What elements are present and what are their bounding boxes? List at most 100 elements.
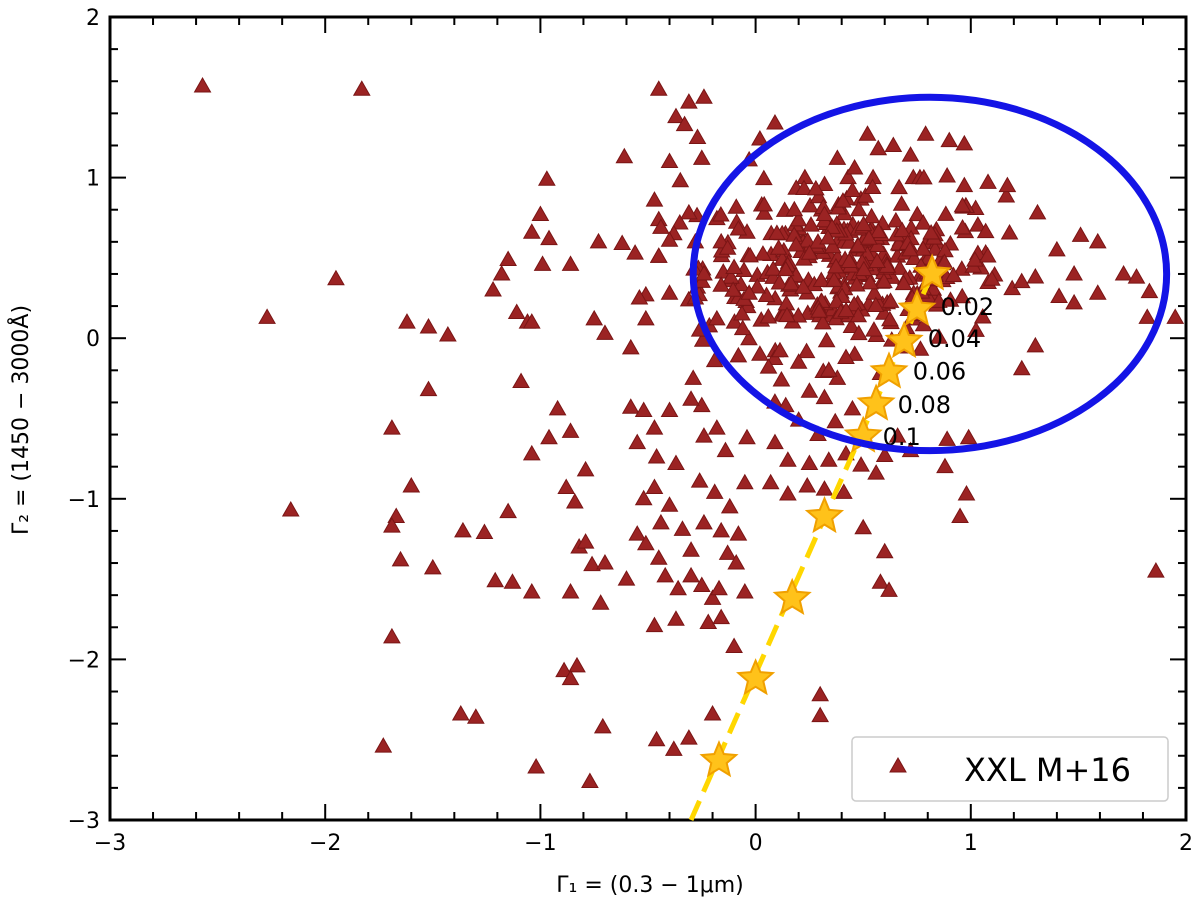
track-star <box>897 288 937 327</box>
data-point <box>673 520 692 536</box>
data-point <box>1127 268 1146 284</box>
data-point <box>733 304 751 321</box>
data-point <box>675 115 694 132</box>
data-point <box>531 205 550 222</box>
data-point <box>828 369 847 385</box>
data-point <box>1026 336 1045 353</box>
data-point <box>1012 359 1031 376</box>
track-value-label: 0.04 <box>928 325 981 353</box>
data-point <box>1012 272 1031 289</box>
data-point <box>735 473 754 490</box>
data-point <box>849 324 868 341</box>
data-point <box>733 319 752 336</box>
data-point <box>812 271 831 287</box>
data-point <box>819 361 838 377</box>
plot-frame <box>108 15 1188 822</box>
legend-label: XXL M+16 <box>964 751 1131 789</box>
data-point <box>724 281 742 297</box>
data-point <box>626 244 644 260</box>
data-point <box>725 313 744 329</box>
data-point <box>890 259 909 275</box>
data-point <box>486 571 505 588</box>
data-point <box>875 542 894 559</box>
data-point <box>617 570 636 586</box>
data-point <box>858 125 877 141</box>
data-point <box>868 252 887 269</box>
data-point <box>825 271 843 287</box>
data-point <box>951 507 969 523</box>
data-point <box>779 484 797 501</box>
data-point <box>522 444 541 461</box>
data-point <box>938 430 956 446</box>
data-point <box>979 173 997 189</box>
data-point <box>507 303 526 320</box>
data-point <box>690 472 709 488</box>
data-point <box>649 80 668 96</box>
data-point <box>815 175 834 192</box>
data-point <box>1065 293 1083 310</box>
data-point <box>682 541 700 557</box>
data-point <box>794 278 813 294</box>
data-point <box>1114 264 1133 281</box>
data-point <box>439 325 457 342</box>
data-point <box>953 196 972 213</box>
data-point <box>810 302 828 318</box>
data-point <box>800 244 819 260</box>
data-point <box>193 77 212 93</box>
data-point <box>901 240 919 257</box>
data-point <box>722 268 740 284</box>
data-point <box>466 708 485 724</box>
track-star <box>912 253 952 291</box>
data-point <box>875 272 893 289</box>
data-point <box>880 581 898 597</box>
data-point <box>327 269 345 286</box>
data-point <box>615 147 634 164</box>
data-point <box>865 321 883 337</box>
data-point <box>688 128 707 144</box>
data-point <box>772 370 791 387</box>
data-point <box>936 457 954 474</box>
data-point <box>837 301 855 318</box>
x-tick-label: 1 <box>964 831 978 856</box>
track-star <box>856 383 896 421</box>
data-point <box>978 247 997 263</box>
data-point <box>738 428 756 445</box>
reddening-track <box>688 253 952 822</box>
data-point <box>636 534 655 551</box>
data-point <box>695 427 713 443</box>
data-point <box>800 382 819 398</box>
data-point <box>815 480 834 496</box>
data-point <box>755 195 774 212</box>
data-point <box>596 554 614 570</box>
data-point <box>1050 287 1068 303</box>
data-point <box>1140 282 1159 299</box>
x-tick-label: 0 <box>749 831 763 856</box>
data-point <box>561 669 580 686</box>
data-point <box>936 205 955 221</box>
data-point <box>845 158 864 175</box>
data-point <box>815 205 834 222</box>
data-point <box>849 200 868 217</box>
data-point <box>729 525 748 541</box>
data-point <box>867 464 885 480</box>
data-point <box>740 284 759 300</box>
data-point <box>764 260 783 276</box>
data-point <box>869 222 888 239</box>
data-point <box>669 579 687 596</box>
data-point <box>692 149 711 165</box>
data-point <box>716 441 735 458</box>
data-point <box>729 219 748 236</box>
data-point <box>703 704 722 721</box>
data-point <box>258 308 276 324</box>
track-star <box>699 739 739 778</box>
x-tick-label: −2 <box>309 831 341 856</box>
legend-box <box>851 736 1169 802</box>
data-point <box>787 235 805 252</box>
data-point <box>537 170 556 186</box>
data-point <box>751 345 769 361</box>
data-point <box>754 169 773 186</box>
data-point <box>797 342 816 359</box>
data-point <box>973 308 992 324</box>
data-point <box>419 380 438 397</box>
